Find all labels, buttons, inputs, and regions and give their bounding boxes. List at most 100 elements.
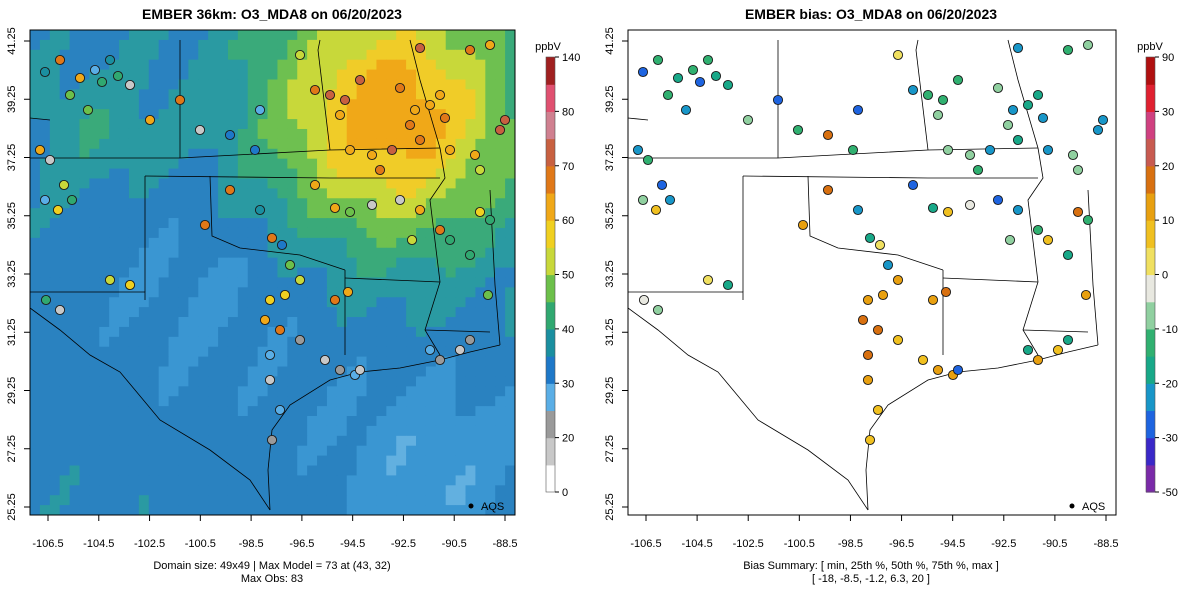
colorbar-tick-label: 10 bbox=[1162, 215, 1174, 227]
observation-point bbox=[194, 124, 206, 136]
observation-point bbox=[34, 144, 46, 156]
observation-point bbox=[124, 279, 136, 291]
lat-tick-label: 33.25 bbox=[6, 260, 18, 288]
lon-tick-label: -94.5 bbox=[940, 538, 965, 550]
colorbar-segment bbox=[1146, 383, 1155, 412]
colorbar-segment bbox=[546, 165, 555, 194]
bias-point bbox=[1062, 44, 1074, 56]
right-latitude-ticks: 25.25 27.25 29.25 31.25 33.25 35.25 37.25 39.25… bbox=[604, 27, 628, 521]
observation-point bbox=[414, 134, 426, 146]
lat-tick-label: 41.25 bbox=[6, 27, 18, 55]
observation-point bbox=[409, 104, 421, 116]
lat-tick-label: 37.25 bbox=[6, 144, 18, 172]
observation-point bbox=[74, 72, 86, 84]
right-legend-label: AQS bbox=[1082, 501, 1105, 513]
bias-point bbox=[1004, 234, 1016, 246]
lon-tick-label: -104.5 bbox=[682, 538, 713, 550]
bias-point bbox=[797, 219, 809, 231]
bias-point bbox=[1072, 206, 1084, 218]
observation-point bbox=[344, 206, 356, 218]
state-boundary-line bbox=[1022, 147, 1044, 356]
left-plot-frame bbox=[29, 29, 516, 516]
observation-point bbox=[58, 179, 70, 191]
colorbar-tick-label: -10 bbox=[1162, 324, 1178, 336]
right-footer-line1: Bias Summary: [ min, 25th %, 50th %, 75t… bbox=[743, 560, 999, 572]
observation-point bbox=[434, 354, 446, 366]
bias-point bbox=[1062, 249, 1074, 261]
observation-point bbox=[342, 286, 354, 298]
colorbar-tick-label: 40 bbox=[562, 324, 574, 336]
colorbar-segment bbox=[1146, 220, 1155, 248]
lon-tick-label: -98.5 bbox=[838, 538, 863, 550]
colorbar-tick-label: 140 bbox=[562, 52, 580, 64]
bias-point bbox=[874, 239, 886, 251]
observation-point bbox=[434, 89, 446, 101]
lat-tick-label: 41.25 bbox=[604, 27, 616, 55]
observation-point bbox=[266, 434, 278, 446]
observation-point bbox=[44, 154, 56, 166]
colorbar-segment bbox=[1146, 301, 1155, 330]
lon-tick-label: -100.5 bbox=[185, 538, 216, 550]
bias-point bbox=[964, 199, 976, 211]
bias-point bbox=[694, 76, 706, 88]
bias-point bbox=[1012, 134, 1024, 146]
bias-point bbox=[1092, 124, 1104, 136]
observation-point bbox=[82, 104, 94, 116]
observation-point bbox=[89, 64, 101, 76]
bias-point bbox=[942, 144, 954, 156]
colorbar-segment bbox=[546, 220, 555, 248]
colorbar-segment bbox=[1146, 328, 1155, 357]
observation-point bbox=[274, 404, 286, 416]
colorbar-segment bbox=[1146, 437, 1155, 466]
observation-point bbox=[454, 344, 466, 356]
observation-point bbox=[254, 204, 266, 216]
state-boundary-line bbox=[628, 307, 869, 511]
bias-point bbox=[882, 259, 894, 271]
observation-point bbox=[464, 334, 476, 346]
observation-point bbox=[484, 214, 496, 226]
observation-point bbox=[54, 304, 66, 316]
observation-point bbox=[339, 94, 351, 106]
observation-point bbox=[319, 354, 331, 366]
bias-point bbox=[992, 194, 1004, 206]
colorbar-segment bbox=[546, 464, 555, 493]
bias-point bbox=[872, 404, 884, 416]
bias-point bbox=[1082, 214, 1094, 226]
bias-point bbox=[1097, 114, 1109, 126]
observation-point bbox=[329, 202, 341, 214]
bias-point bbox=[877, 289, 889, 301]
observation-point bbox=[39, 194, 51, 206]
colorbar-segment bbox=[546, 192, 555, 221]
observation-point bbox=[394, 194, 406, 206]
right-map-background bbox=[628, 30, 1116, 515]
bias-point bbox=[1042, 234, 1054, 246]
colorbar-tick-label: 30 bbox=[562, 378, 574, 390]
bias-point bbox=[680, 104, 692, 116]
observation-point bbox=[414, 204, 426, 216]
lon-tick-label: -88.5 bbox=[1093, 538, 1118, 550]
bias-point bbox=[652, 304, 664, 316]
bias-point bbox=[702, 274, 714, 286]
bias-point bbox=[662, 89, 674, 101]
bias-point bbox=[892, 334, 904, 346]
bias-point bbox=[642, 154, 654, 166]
right-bias-points bbox=[632, 39, 1109, 446]
lon-tick-label: -104.5 bbox=[83, 538, 114, 550]
left-footer-line1: Domain size: 49x49 | Max Model = 73 at (… bbox=[153, 560, 390, 572]
bias-point bbox=[822, 184, 834, 196]
observation-point bbox=[104, 54, 116, 66]
bias-point bbox=[984, 144, 996, 156]
observation-point bbox=[104, 274, 116, 286]
bias-point bbox=[927, 202, 939, 214]
lon-tick-label: -94.5 bbox=[340, 538, 365, 550]
bias-point bbox=[847, 144, 859, 156]
state-boundary-line bbox=[267, 344, 501, 511]
observation-point bbox=[469, 149, 481, 161]
bias-point bbox=[852, 104, 864, 116]
observation-point bbox=[96, 76, 108, 88]
bias-point bbox=[722, 279, 734, 291]
observation-point bbox=[406, 234, 418, 246]
bias-point bbox=[1037, 112, 1049, 124]
observation-point bbox=[334, 364, 346, 376]
